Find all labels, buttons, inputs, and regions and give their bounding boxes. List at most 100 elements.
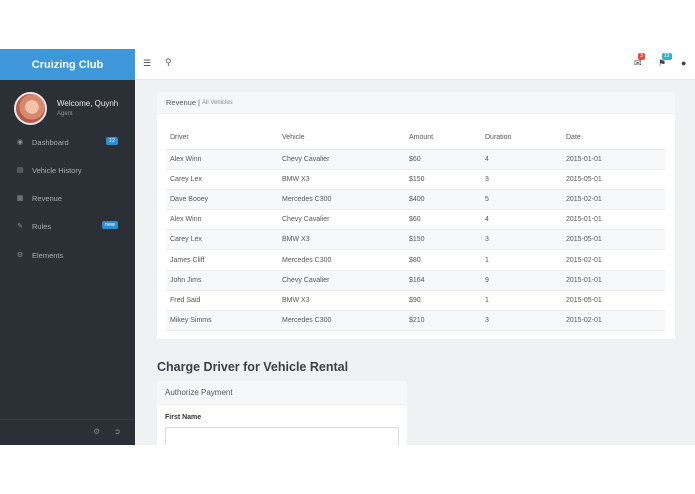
sidebar-item-label: Rules	[32, 221, 52, 231]
mail-count-badge: 3	[638, 53, 645, 60]
table-cell: $150	[405, 169, 481, 190]
table-cell: 2015-05-01	[562, 229, 665, 251]
table-cell: 2015-01-01	[562, 149, 665, 170]
table-cell: Mercedes C300	[278, 249, 405, 271]
table-cell: 2015-02-01	[562, 189, 665, 211]
column-header[interactable]: Duration	[481, 126, 562, 150]
sidebar-footer: ⚙ ➲	[0, 419, 135, 445]
sidebar-item-revenue[interactable]: ▦ Revenue	[0, 188, 135, 208]
table-cell: Chevy Cavalier	[278, 149, 405, 170]
sidebar-item-dashboard[interactable]: ◉ Dashboard 12	[0, 132, 135, 152]
table-cell: Mercedes C300	[278, 189, 405, 211]
column-header[interactable]: Driver	[166, 126, 278, 150]
table-cell: Fred Said	[166, 290, 278, 312]
sidebar-item-label: Revenue	[32, 193, 63, 203]
table-cell: Alex Winn	[166, 209, 278, 231]
table-cell: James Cliff	[166, 249, 278, 271]
table-row[interactable]: John Jims Chevy Cavalier $164 9 2015-01-01	[166, 270, 665, 291]
dashboard-icon: ◉	[16, 139, 24, 146]
table-cell: $80	[405, 249, 481, 271]
column-header[interactable]: Vehicle	[278, 126, 405, 150]
wrench-icon: ⚙	[16, 252, 24, 259]
table-cell: 1	[481, 290, 562, 312]
brand-logo[interactable]: Cruizing Club	[0, 49, 135, 80]
table-cell: $400	[405, 189, 481, 211]
table-cell: 2015-05-01	[562, 290, 665, 312]
table-cell: 4	[481, 149, 562, 170]
sidebar-item-label: Elements	[32, 250, 64, 260]
table-cell: Chevy Cavalier	[278, 270, 405, 291]
user-role: Agent	[57, 111, 73, 117]
table-row[interactable]: Dave Booey Mercedes C300 $400 5 2015-02-01	[166, 189, 665, 211]
topbar: ☰ ⚲ ✉ 3 ⚑ 12 ●	[135, 49, 695, 80]
table-cell: Dave Booey	[166, 189, 278, 211]
search-icon[interactable]: ⚲	[165, 57, 172, 67]
settings-icon[interactable]: ⚙	[93, 427, 101, 436]
sidebar-item-label: Vehicle History	[32, 165, 82, 175]
mail-icon[interactable]: ✉ 3	[634, 53, 645, 68]
table-cell: BMW X3	[278, 290, 405, 312]
table-cell: John Jims	[166, 270, 278, 291]
rules-badge: new	[101, 221, 118, 229]
charge-section-title: Charge Driver for Vehicle Rental	[157, 360, 349, 374]
sidebar-item-elements[interactable]: ⚙ Elements	[0, 245, 135, 265]
table-row[interactable]: Mikey Simms Mercedes C300 $210 3 2015-02-01	[166, 310, 665, 332]
first-name-input[interactable]	[165, 427, 399, 445]
first-name-label: First Name	[165, 414, 202, 421]
panel-subtitle: All Vehicles	[201, 99, 233, 106]
table-icon: ▦	[16, 195, 24, 202]
dashboard-badge: 12	[105, 137, 118, 145]
table-cell: Mikey Simms	[166, 310, 278, 332]
notification-count-badge: 12	[662, 53, 672, 60]
table-cell: 4	[481, 209, 562, 231]
table-row[interactable]: Alex Winn Chevy Cavalier $60 4 2015-01-01	[166, 149, 665, 170]
table-row[interactable]: James Cliff Mercedes C300 $80 1 2015-02-01	[166, 249, 665, 271]
panel-title: Revenue	[166, 98, 197, 107]
bar-chart-icon: ▤	[16, 167, 24, 174]
edit-icon: ✎	[17, 223, 23, 230]
sidebar-item-vehicle-history[interactable]: ▤ Vehicle History	[0, 160, 135, 180]
menu-toggle-icon[interactable]: ☰	[143, 58, 152, 68]
table-cell: 9	[481, 270, 562, 291]
table-cell: Carey Lex	[166, 169, 278, 190]
column-header[interactable]: Amount	[405, 126, 481, 150]
table-cell: Carey Lex	[166, 229, 278, 251]
avatar[interactable]	[14, 91, 47, 125]
column-header[interactable]: Date	[562, 126, 665, 150]
table-row[interactable]: Alex Winn Chevy Cavalier $60 4 2015-01-01	[166, 209, 665, 231]
table-row[interactable]: Carey Lex BMW X3 $150 3 2015-05-01	[166, 169, 665, 190]
table-cell: 2015-02-01	[562, 249, 665, 271]
authorize-payment-panel: Authorize Payment First Name	[157, 381, 407, 445]
table-cell: $164	[405, 270, 481, 291]
user-icon[interactable]: ●	[681, 58, 687, 68]
welcome-text: Welcome, Quynh	[57, 99, 119, 108]
sidebar-item-rules[interactable]: ✎ Rules new	[0, 216, 135, 236]
bell-icon[interactable]: ⚑ 12	[658, 53, 672, 68]
table-cell: 3	[481, 169, 562, 190]
sidebar: Cruizing Club Welcome, Quynh Agent ◉ Das…	[0, 49, 135, 445]
table-cell: 2015-05-01	[562, 169, 665, 190]
table-cell: Chevy Cavalier	[278, 209, 405, 231]
panel-heading: Revenue | All Vehicles	[157, 92, 675, 114]
table-cell: Alex Winn	[166, 149, 278, 170]
table-cell: $150	[405, 229, 481, 251]
table-cell: Mercedes C300	[278, 310, 405, 332]
user-profile: Welcome, Quynh Agent	[0, 80, 135, 136]
table-cell: BMW X3	[278, 229, 405, 251]
revenue-panel: Revenue | All Vehicles Driver Vehicle Am…	[157, 92, 675, 339]
table-row[interactable]: Carey Lex BMW X3 $150 3 2015-05-01	[166, 229, 665, 251]
table-cell: $210	[405, 310, 481, 332]
table-cell: 1	[481, 249, 562, 271]
table-cell: 3	[481, 229, 562, 251]
table-cell: 3	[481, 310, 562, 332]
table-cell: $60	[405, 149, 481, 170]
table-cell: $60	[405, 209, 481, 231]
app-frame: Cruizing Club Welcome, Quynh Agent ◉ Das…	[0, 49, 695, 445]
table-row[interactable]: Fred Said BMW X3 $90 1 2015-05-01	[166, 290, 665, 312]
table-cell: $90	[405, 290, 481, 312]
logout-icon[interactable]: ➲	[114, 427, 121, 436]
table-cell: 2015-01-01	[562, 270, 665, 291]
table-cell: 2015-01-01	[562, 209, 665, 231]
form-panel-title: Authorize Payment	[157, 381, 407, 405]
table-cell: BMW X3	[278, 169, 405, 190]
